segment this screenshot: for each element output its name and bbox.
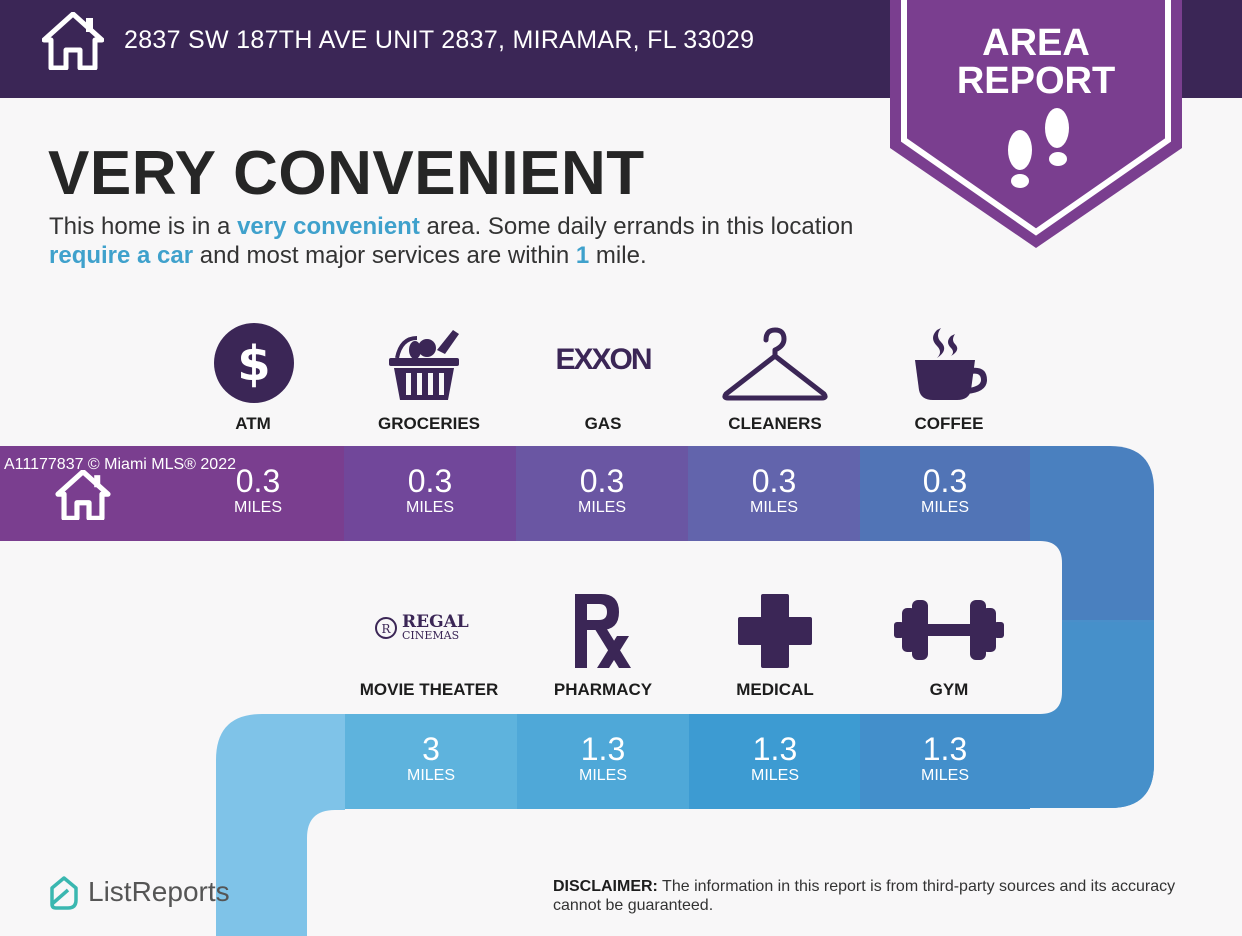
- coffee-icon-box: [864, 322, 1034, 407]
- distance-unit: MILES: [749, 499, 798, 516]
- cinemas-text: CINEMAS: [402, 629, 459, 642]
- summary-text: This home is in a very convenient area. …: [49, 212, 889, 270]
- distance-value: 0.3: [751, 463, 797, 499]
- road-connector: [1030, 446, 1031, 541]
- badge-line-2: REPORT: [956, 60, 1116, 102]
- place-label: MOVIE THEATER: [359, 680, 499, 699]
- coffee-cup-icon: [915, 328, 987, 400]
- disclaimer-label: DISCLAIMER:: [553, 878, 658, 895]
- distance-value: 1.3: [580, 731, 626, 767]
- dollar-icon: $: [214, 323, 294, 403]
- place-label: COFFEE: [914, 414, 984, 433]
- distance-segment-movie-theater: 3 MILES: [345, 714, 517, 809]
- distance-unit: MILES: [577, 499, 626, 516]
- place-label: GAS: [584, 414, 622, 433]
- distance-value: 0.3: [922, 463, 968, 499]
- home-icon: [55, 470, 111, 520]
- place-label: PHARMACY: [553, 680, 653, 699]
- distance-value: 1.3: [922, 731, 968, 767]
- page-title: VERY CONVENIENT: [48, 139, 645, 208]
- gas-icon-box: EXXON: [518, 338, 688, 387]
- route-road: [216, 446, 1154, 936]
- hanger-icon: [722, 327, 828, 401]
- disclaimer-text: The information in this report is from t…: [553, 878, 1176, 914]
- listreports-logo-icon: [50, 876, 78, 910]
- atm-icon-box: $: [169, 322, 339, 409]
- distance-segment-atm: 0.3 MILES: [172, 446, 344, 541]
- regal-cinemas-logo: R REGAL CINEMAS: [375, 612, 469, 642]
- home-icon: [42, 12, 104, 70]
- desc-part: This home is in a: [49, 213, 238, 240]
- disclaimer: DISCLAIMER: The information in this repo…: [553, 877, 1213, 915]
- home-segment: [0, 446, 172, 541]
- desc-highlight: require a car: [49, 242, 194, 269]
- distance-segment-coffee: 0.3 MILES: [860, 446, 1030, 541]
- groceries-icon-box: [344, 326, 514, 407]
- badge-line-1: AREA: [982, 22, 1090, 64]
- medical-cross-icon: [738, 594, 812, 668]
- cleaners-icon-box: [690, 326, 860, 409]
- area-report-title: AREA REPORT: [890, 24, 1182, 100]
- desc-part: and most major services are within: [193, 242, 576, 269]
- distance-value: 1.3: [752, 731, 798, 767]
- place-label: GROCERIES: [377, 414, 481, 433]
- place-label: GYM: [929, 680, 969, 699]
- distance-segment-gas: 0.3 MILES: [516, 446, 688, 541]
- exxon-text: EXXON: [555, 343, 650, 376]
- place-label: CLEANERS: [728, 414, 822, 433]
- distance-unit: MILES: [920, 499, 969, 516]
- footprints-icon: [1008, 108, 1069, 188]
- distance-segment-cleaners: 0.3 MILES: [688, 446, 860, 541]
- property-address: 2837 SW 187TH AVE UNIT 2837, MIRAMAR, FL…: [124, 26, 755, 54]
- desc-highlight: very convenient: [237, 213, 420, 240]
- listreports-logo-text: ListReports: [88, 876, 230, 907]
- area-report-badge: [890, 0, 1182, 248]
- distance-value: 0.3: [407, 463, 453, 499]
- distance-value: 3: [422, 731, 440, 767]
- place-label: ATM: [235, 414, 271, 433]
- distance-unit: MILES: [406, 767, 455, 784]
- medical-icon-box: [690, 592, 860, 675]
- distance-value: 0.3: [235, 463, 281, 499]
- distance-unit: MILES: [233, 499, 282, 516]
- distance-unit: MILES: [405, 499, 454, 516]
- place-label: MEDICAL: [736, 680, 814, 699]
- distance-value: 0.3: [579, 463, 625, 499]
- distance-unit: MILES: [750, 767, 799, 784]
- dumbbell-icon: [894, 600, 1004, 660]
- distance-segment-groceries: 0.3 MILES: [344, 446, 516, 541]
- regal-text: REGAL: [402, 612, 469, 632]
- svg-text:R: R: [381, 622, 391, 636]
- mls-watermark: A11177837 © Miami MLS® 2022: [4, 456, 236, 473]
- gym-icon-box: [864, 598, 1034, 667]
- svg-text:$: $: [237, 336, 270, 392]
- pharmacy-icon-box: [518, 592, 688, 675]
- grocery-basket-icon: [389, 330, 459, 400]
- desc-part: mile.: [589, 242, 647, 269]
- exxon-logo: EXXON: [555, 343, 652, 376]
- distance-unit: MILES: [920, 767, 969, 784]
- distance-segment-gym: 1.3 MILES: [860, 714, 1030, 809]
- distance-segment-medical: 1.3 MILES: [689, 714, 861, 809]
- desc-part: area. Some daily errands in this locatio…: [419, 213, 854, 240]
- rx-icon: [575, 594, 631, 668]
- distance-unit: MILES: [578, 767, 627, 784]
- distance-segment-pharmacy: 1.3 MILES: [517, 714, 689, 809]
- movie-icon-box: R REGAL CINEMAS: [344, 608, 514, 653]
- desc-highlight: 1: [575, 242, 590, 269]
